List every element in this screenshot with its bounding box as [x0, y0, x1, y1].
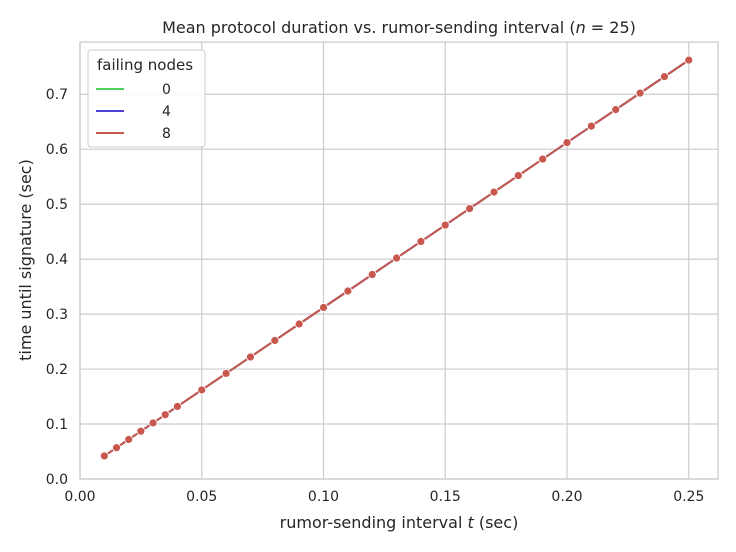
legend-entry: 8	[96, 126, 171, 142]
data-point	[367, 270, 377, 279]
series-line	[103, 59, 690, 457]
x-axis-label: rumor-sending interval t (sec)	[280, 513, 519, 532]
chart-title: Mean protocol duration vs. rumor-sending…	[162, 18, 636, 37]
legend-entries: 0 4 8	[96, 82, 171, 142]
y-tick-label: 0.3	[46, 307, 68, 323]
data-point	[197, 385, 207, 395]
data-point	[343, 286, 353, 296]
data-point	[440, 220, 450, 230]
data-point	[124, 435, 134, 444]
data-point	[294, 319, 304, 329]
data-point	[136, 426, 146, 436]
legend-title: failing nodes	[97, 56, 193, 74]
data-point	[538, 154, 548, 164]
y-axis-ticks: 0.0 0.1 0.2 0.3 0.4 0.5 0.6 0.7	[46, 87, 68, 488]
data-point	[148, 418, 158, 428]
y-tick-label: 0.2	[46, 362, 68, 378]
data-point	[416, 237, 426, 246]
legend-entry: 4	[96, 104, 171, 120]
data-point	[562, 138, 572, 147]
y-axis-label: time until signature (sec)	[16, 159, 35, 361]
y-tick-label: 0.1	[46, 417, 68, 433]
data-point	[635, 88, 645, 98]
x-axis-ticks: 0.00 0.05 0.10 0.15 0.20 0.25	[64, 489, 704, 505]
legend-label: 0	[162, 82, 171, 98]
y-tick-label: 0.6	[46, 142, 68, 158]
x-tick-label: 0.10	[308, 489, 339, 505]
legend: failing nodes 0 4 8	[87, 49, 206, 148]
data-point	[465, 204, 475, 213]
legend-entry: 0	[96, 82, 171, 98]
x-tick-label: 0.15	[430, 489, 461, 505]
legend-frame	[87, 49, 206, 148]
data-point	[99, 451, 109, 461]
data-point	[173, 402, 182, 411]
data-point	[270, 336, 280, 345]
x-tick-label: 0.05	[186, 489, 217, 505]
x-tick-label: 0.00	[64, 489, 95, 505]
data-point	[221, 369, 231, 378]
data-point	[319, 303, 328, 312]
data-point	[684, 55, 694, 65]
y-tick-label: 0.0	[46, 472, 68, 488]
data-point	[392, 253, 401, 263]
x-tick-label: 0.25	[673, 489, 704, 505]
data-point	[112, 443, 121, 453]
legend-label: 4	[162, 104, 171, 120]
y-tick-label: 0.4	[46, 252, 68, 268]
data-point	[611, 105, 621, 115]
y-tick-label: 0.7	[46, 87, 68, 103]
data-point	[660, 72, 669, 82]
data-point	[586, 121, 596, 131]
y-tick-label: 0.5	[46, 197, 68, 213]
data-point	[489, 187, 499, 197]
data-point	[513, 171, 523, 180]
series-8	[99, 55, 694, 461]
data-point	[246, 352, 255, 362]
legend-label: 8	[162, 126, 171, 142]
series-layer	[99, 55, 694, 461]
data-point	[160, 410, 170, 420]
x-tick-label: 0.20	[551, 489, 582, 505]
